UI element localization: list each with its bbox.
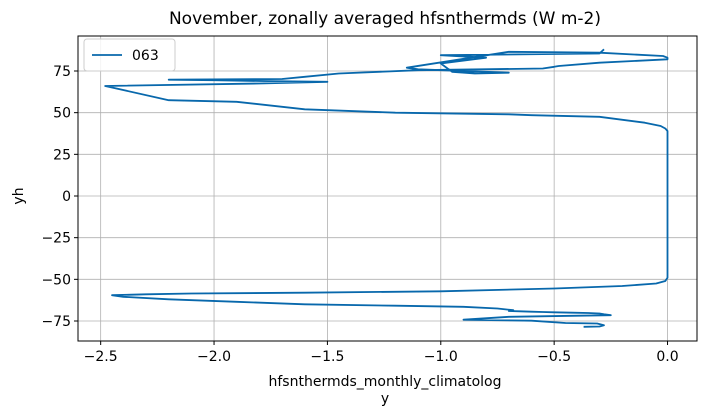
x-tick-label: −0.5: [537, 349, 571, 365]
y-tick-label: 25: [53, 147, 71, 163]
ticks: −2.5 −2.0 −1.5 −1.0 −0.5 0.0 −75 −50 −25 0 25 50 75: [41, 64, 678, 365]
legend-box: [83, 38, 176, 72]
y-tick-label: 0: [62, 189, 71, 205]
x-tick-label: −1.5: [310, 349, 344, 365]
y-tick-label: −75: [41, 314, 71, 330]
y-tick-label: 75: [53, 64, 71, 80]
x-tick-label: 0.0: [656, 349, 678, 365]
series-line-063: [104, 48, 669, 328]
y-tick-label: −50: [41, 272, 71, 288]
series-layer: [104, 48, 669, 328]
y-axis-label: yh: [11, 187, 27, 204]
y-tick-label: 50: [53, 106, 71, 122]
x-axis-label: hfsnthermds_monthly_climatolog: [269, 374, 502, 390]
chart-title: November, zonally averaged hfsnthermds (…: [169, 9, 601, 29]
legend-label-063: 063: [132, 48, 159, 64]
x-tick-label: −2.0: [197, 349, 231, 365]
x-axis-label-continued: y: [381, 391, 389, 407]
y-tick-label: −25: [41, 231, 71, 247]
x-tick-label: −2.5: [84, 349, 118, 365]
legend: 063: [83, 38, 176, 72]
plot-frame: [77, 35, 698, 342]
grid: [78, 36, 697, 341]
x-tick-label: −1.0: [424, 349, 458, 365]
